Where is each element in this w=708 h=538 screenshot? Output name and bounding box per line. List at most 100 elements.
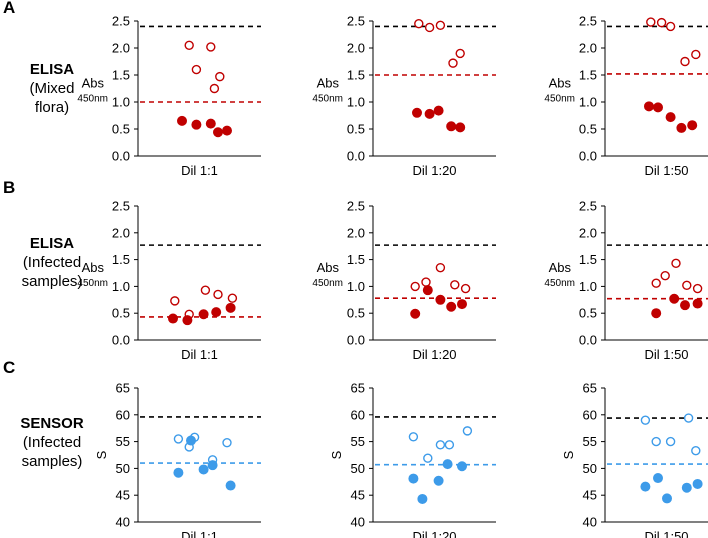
panel-7-filled-point-0 [186,435,196,446]
panel-2-open-point-1 [424,22,435,33]
panel-8-y-tick-label-0: 40 [351,515,365,530]
panel-4-open-point-2 [213,289,223,300]
panel-8-filled-point-1 [457,461,467,472]
panel-6-y-tick-label-3: 1.5 [579,252,597,267]
panel-6-open-point-2 [651,278,661,288]
panel-5-open-point-2 [450,280,460,290]
panel-5-y-tick-label-2: 1.0 [347,279,365,294]
panel-7-y-tick-label-3: 55 [116,434,130,449]
panel-2-open-point-4 [448,58,458,68]
panel-7-filled-point-4 [225,480,236,491]
panel-5-x-label: Dil 1:20 [412,347,456,362]
panel-2-y-label: Abs [317,76,340,91]
panel-8-y-tick-label-2: 50 [351,461,365,476]
panel-4-filled-point-0 [168,313,178,324]
panel-7-y-tick-label-0: 40 [116,515,130,530]
panel-5-filled-point-4 [410,308,421,319]
panel-3-y-tick-label-2: 1.0 [579,95,597,110]
panel-7-y-tick-label-4: 60 [116,407,130,422]
panel-9-y-tick-label-5: 65 [583,381,597,396]
panel-2-y-tick-label-3: 1.5 [347,68,365,83]
panel-5-filled-point-2 [457,299,467,310]
panel-2-open-point-3 [455,48,465,59]
row-letter-c: C [3,358,16,377]
panel-9-open-point-1 [683,413,694,423]
panel-3-y-tick-label-4: 2.0 [579,41,597,56]
row-letter-a: A [3,0,16,17]
panel-3-y-tick-label-3: 1.5 [579,68,597,83]
panel-7-filled-point-1 [207,460,218,471]
panel-8-x-label: Dil 1:20 [412,529,456,538]
panel-8-y-label: S [329,450,344,459]
panel-7-y-tick-label-2: 50 [116,461,130,476]
panel-7-filled-point-3 [173,467,184,478]
panel-4-x-label: Dil 1:1 [181,347,218,362]
panel-9-filled-point-0 [653,473,663,484]
panel-5-y-tick-label-4: 2.0 [347,225,365,240]
panel-8-filled-point-2 [408,473,419,484]
panel-4-filled-point-2 [198,309,209,320]
panel-4-y-tick-label-4: 2.0 [112,225,130,240]
panel-4-open-point-3 [227,293,238,303]
panel-6-y-tick-label-5: 2.5 [579,199,597,214]
panel-9-y-tick-label-1: 45 [583,488,597,503]
side-label-row-b: ELISA (Infected samples) [8,234,96,291]
panel-3-y-tick-label-0: 0.0 [579,149,597,164]
panel-5-y-tick-label-1: 0.5 [347,306,365,321]
panel-6-x-label: Dil 1:50 [644,347,688,362]
panel-7-filled-point-2 [198,464,209,475]
panel-1-y-label-sub: 450nm [77,94,108,105]
panel-1-open-point-4 [209,83,220,94]
panel-6-y-tick-label-0: 0.0 [579,333,597,348]
row-letter-b: B [3,178,16,197]
panel-3-y-label-sub: 450nm [544,94,575,105]
panel-9-open-point-0 [640,415,651,425]
panel-6-y-tick-label-2: 1.0 [579,279,597,294]
panel-2-y-tick-label-5: 2.5 [347,14,365,29]
panel-9-filled-point-1 [640,481,651,492]
panel-1-y-tick-label-1: 0.5 [112,122,130,137]
panel-6-filled-point-1 [692,298,703,309]
panel-1-x-label: Dil 1:1 [181,163,218,178]
panel-5-open-point-4 [460,283,471,294]
panel-1-y-tick-label-5: 2.5 [112,14,130,29]
side-subtitle-line2: samples) [21,273,83,290]
panel-5-y-label: Abs [317,260,340,275]
panel-8-open-point-1 [408,432,419,442]
panel-4-filled-point-4 [225,302,236,313]
panel-4-y-label-sub: 450nm [77,278,108,289]
panel-6-y-label-sub: 450nm [544,278,575,289]
panel-2-x-label: Dil 1:20 [412,163,456,178]
panel-5-open-point-3 [410,281,420,292]
panel-9-filled-point-4 [662,493,672,504]
panel-8-filled-point-4 [417,493,428,504]
panel-9-filled-point-3 [681,482,692,493]
panel-8-open-point-4 [423,453,433,463]
panel-8-y-tick-label-5: 65 [351,381,365,396]
panel-6-y-tick-label-4: 2.0 [579,225,597,240]
side-subtitle-line1: (Infected [22,434,82,451]
panel-8-open-point-3 [444,440,455,450]
side-label-row-a: ELISA (Mixed flora) [8,60,96,117]
side-label-row-c: SENSOR (Infected samples) [8,414,96,471]
panel-4-y-tick-label-3: 1.5 [112,252,130,267]
panel-6-open-point-1 [660,270,670,281]
side-title: ELISA [29,61,75,78]
panel-6-filled-point-2 [680,300,690,311]
panel-4-y-label: Abs [82,260,105,275]
panel-3-filled-point-0 [644,101,654,112]
panel-6-open-point-0 [671,258,681,269]
panel-5-filled-point-1 [435,294,446,305]
panel-1-filled-point-2 [205,118,216,129]
side-subtitle-line1: (Mixed [29,80,75,97]
panel-6-y-label: Abs [549,260,572,275]
panel-9-y-tick-label-2: 50 [583,461,597,476]
panel-6-filled-point-3 [651,308,662,319]
panel-7-open-point-0 [173,434,184,444]
panel-1-open-point-2 [191,64,202,75]
panel-3-open-point-0 [646,17,656,27]
panel-2-filled-point-1 [424,108,435,119]
panel-1-filled-point-4 [222,125,232,136]
panel-5-open-point-1 [421,277,431,287]
